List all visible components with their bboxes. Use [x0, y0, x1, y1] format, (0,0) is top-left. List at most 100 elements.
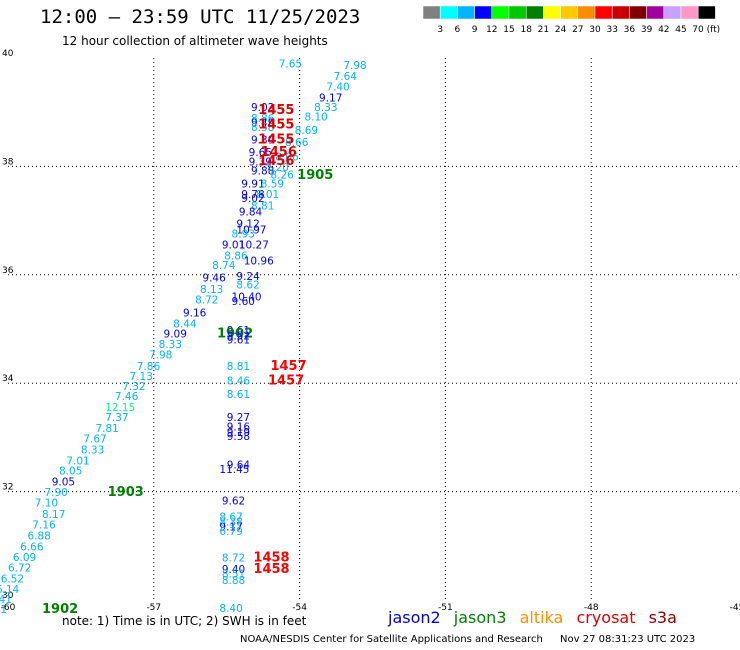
wave-height-value: 9.39 [251, 134, 274, 146]
pass-time-label: 1456 [258, 154, 294, 169]
footer: NOAA/NESDIS Center for Satellite Applica… [240, 634, 709, 645]
wave-height-value: 8.72 [222, 553, 245, 565]
wave-height-value: 9.12 [236, 218, 259, 230]
wave-height-value: 10.40 [232, 291, 262, 303]
wave-height-value: 8.13 [200, 284, 223, 296]
wave-height-value: 8.86 [224, 250, 248, 262]
wave-height-value: 7.20 [266, 162, 289, 174]
wave-height-value: 7.98 [149, 349, 172, 361]
color-swatch [525, 5, 544, 20]
color-scale-label: 15 [503, 25, 514, 35]
y-tick-label: 34 [2, 374, 14, 384]
color-swatch [439, 5, 458, 20]
wave-height-value: 8.67 [219, 512, 242, 524]
pass-time-label: 1455 [258, 132, 294, 147]
wave-height-value: 12.15 [105, 402, 135, 414]
wave-height-value: 9.58 [227, 431, 250, 443]
wave-height-value: 8.40 [219, 603, 242, 615]
wave-height-value: 9.40 [222, 564, 245, 576]
wave-height-value: 8.93 [232, 229, 255, 241]
wave-height-value: 8.51 [222, 568, 245, 580]
wave-height-value: 9.61 [227, 325, 250, 337]
color-swatch [577, 5, 596, 20]
y-tick-label: 40 [2, 49, 14, 59]
wave-height-value: 8.33 [81, 444, 104, 456]
satellite-jason2: jason2 [388, 608, 441, 627]
color-scale-label: 12 [486, 25, 497, 35]
wave-height-value: 7.46 [115, 391, 139, 403]
satellite-cryosat: cryosat [576, 608, 636, 627]
pass-time-label: 1455 [258, 118, 294, 133]
wave-height-value: 7.10 [35, 497, 58, 509]
wave-height-value: 7.01 [66, 456, 89, 468]
wave-height-value: 6.52 [1, 573, 24, 585]
wave-height-value: 9.49 [251, 117, 274, 129]
pass-time-label: 1457 [268, 373, 304, 388]
x-tick-label: -54 [292, 603, 307, 613]
wave-height-value: 9.60 [232, 296, 255, 308]
color-scale-label: 24 [555, 25, 567, 35]
wave-height-value: 9.65 [249, 147, 272, 159]
pass-time-label: 1902 [217, 326, 253, 341]
color-scale-label: 45 [675, 25, 686, 35]
wave-height-value: 9.17 [219, 521, 242, 533]
color-swatch [560, 5, 579, 20]
wave-height-value: 8.61 [227, 389, 250, 401]
wave-height-value: 8.06 [275, 152, 299, 164]
wave-height-value: 8.86 [251, 113, 275, 125]
color-swatch [646, 5, 665, 20]
wave-height-value: 9.02 [241, 193, 264, 205]
color-scale-label: 21 [538, 25, 549, 35]
wave-height-value: 9.02 [251, 102, 274, 114]
wave-height-value: 9.27 [227, 412, 250, 424]
wave-height-value: 9.17 [319, 93, 342, 105]
wave-height-value: 7.37 [105, 412, 128, 424]
wave-height-value: 6.72 [8, 562, 31, 574]
wave-height-value: 6.41 [0, 594, 12, 606]
color-swatch [543, 5, 561, 20]
wave-height-value: 8.33 [159, 339, 182, 351]
wave-height-value: 9.46 [202, 273, 226, 285]
satellite-legend: jason2 jason3 altika cryosat s3a [388, 608, 685, 627]
wave-height-value: 8.46 [227, 375, 251, 387]
wave-height-value: 8.62 [236, 280, 259, 292]
wave-height-value: 8.72 [195, 295, 218, 307]
color-scale-label: 36 [624, 25, 636, 35]
wave-height-value: 9.62 [222, 495, 245, 507]
x-tick-label: -45 [730, 603, 740, 613]
y-tick-label: 38 [2, 157, 14, 167]
color-scale-label: 9 [472, 25, 478, 35]
wave-height-value: 7.81 [95, 423, 118, 435]
satellite-altika: altika [519, 608, 564, 627]
footer-source: NOAA/NESDIS Center for Satellite Applica… [240, 634, 543, 645]
pass-time-label: 1458 [253, 562, 289, 577]
wave-height-value: 8.33 [314, 102, 337, 114]
color-scale-label: 27 [572, 25, 583, 35]
x-tick-label: -51 [438, 603, 453, 613]
y-tick-label: 30 [2, 591, 14, 601]
color-swatch [508, 5, 527, 20]
pass-time-label: 1905 [297, 168, 333, 183]
wave-height-value: 10.97 [236, 224, 266, 236]
wave-height-value: 8.17 [42, 509, 65, 521]
color-swatch [594, 5, 613, 20]
wave-height-value: 8.01 [256, 189, 279, 201]
wave-height-value: 6.88 [27, 531, 50, 543]
wave-height-value: 9.16 [183, 308, 207, 320]
wave-height-value: 7.65 [279, 58, 302, 70]
wave-height-value: 8.81 [227, 361, 250, 373]
y-tick-label: 36 [2, 266, 14, 276]
x-tick-label: -60 [1, 603, 16, 613]
color-scale-label: 18 [520, 25, 532, 35]
pass-time-label: 1902 [42, 602, 78, 617]
wave-height-value: 9.64 [227, 460, 251, 472]
satellite-s3a: s3a [648, 608, 677, 627]
wave-height-value: 9.19 [227, 427, 250, 439]
wave-height-value: 10.96 [244, 256, 274, 268]
wave-height-value: 8.66 [285, 137, 309, 149]
color-scale-label: 33 [606, 25, 617, 35]
wave-height-value: 6.14 [0, 584, 20, 596]
wave-height-value: 9.39 [249, 157, 272, 169]
wave-height-value: 8.05 [59, 465, 82, 477]
wave-height-value: 7.16 [32, 520, 56, 532]
